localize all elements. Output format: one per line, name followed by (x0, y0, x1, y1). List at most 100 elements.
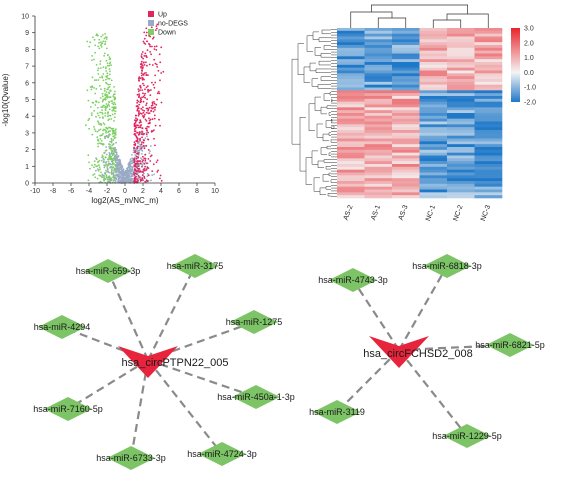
volcano-point (106, 127, 109, 130)
volcano-point (111, 133, 114, 135)
heatmap-cell (364, 36, 393, 40)
heatmap-cell (364, 73, 393, 77)
volcano-point (87, 179, 90, 182)
volcano-point (109, 147, 112, 150)
volcano-point (156, 23, 159, 26)
volcano-point (141, 158, 143, 161)
volcano-point (134, 180, 137, 182)
volcano-point (104, 129, 107, 132)
heatmap-cell (392, 30, 420, 34)
volcano-point (135, 175, 138, 178)
heatmap-cell (474, 178, 503, 182)
volcano-point (101, 42, 104, 44)
volcano-point (141, 171, 144, 173)
volcano-point (87, 99, 90, 102)
heatmap-cell (364, 118, 393, 122)
volcano-point (112, 179, 115, 182)
volcano-point (97, 45, 99, 48)
volcano-point (88, 161, 90, 164)
heatmap-cell (474, 76, 503, 80)
volcano-point (106, 74, 109, 77)
heatmap-cell (392, 96, 420, 100)
heatmap-cell (419, 127, 448, 131)
volcano-point (91, 164, 93, 167)
volcano-y-tick-label: 9 (25, 30, 29, 37)
dendrogram-branch (320, 76, 331, 81)
heatmap-cell (447, 144, 475, 148)
legend-swatch (148, 11, 154, 17)
volcano-point (138, 77, 140, 80)
heatmap-cell (392, 45, 420, 49)
volcano-point (98, 47, 101, 50)
heatmap-cell (447, 115, 475, 119)
volcano-point (136, 93, 139, 96)
volcano-point (138, 163, 141, 166)
volcano-point (97, 145, 100, 148)
volcano-point (103, 164, 105, 167)
volcano-point (112, 95, 115, 97)
heatmap-cell (419, 81, 448, 85)
heatmap-cell (392, 144, 420, 148)
volcano-point (132, 149, 135, 152)
heatmap-cell (474, 59, 503, 63)
volcano-point (88, 117, 91, 120)
heatmap-cell (392, 98, 420, 102)
dendrogram-branch (323, 45, 331, 50)
heatmap-cell (474, 164, 503, 168)
heatmap-cell (474, 141, 503, 145)
heatmap-cell (337, 189, 365, 193)
volcano-point (94, 44, 97, 47)
heatmap-column-label: AS-2 (343, 204, 355, 221)
volcano-point (152, 163, 155, 166)
volcano-point (140, 87, 142, 89)
heatmap-cell (392, 155, 420, 159)
volcano-point (151, 170, 154, 173)
volcano-point (115, 128, 117, 131)
volcano-point (136, 178, 139, 181)
volcano-point (158, 118, 160, 121)
volcano-point (111, 154, 114, 157)
heatmap-cell (419, 59, 448, 63)
volcano-point (115, 151, 117, 154)
volcano-point (149, 150, 151, 153)
heatmap-cell (337, 62, 365, 66)
volcano-point (100, 44, 102, 47)
volcano-point (153, 117, 156, 120)
heatmap-cell (447, 189, 475, 193)
legend-swatch (148, 20, 154, 26)
mirna-node: hsa-miR-1275 (226, 310, 282, 334)
volcano-point (121, 166, 124, 169)
heatmap-cell (447, 152, 475, 156)
heatmap-cell (447, 30, 475, 34)
volcano-point (135, 170, 138, 173)
heatmap-cell (364, 113, 393, 117)
heatmap-cell (337, 90, 365, 94)
volcano-point (114, 133, 117, 136)
heatmap-cell (364, 93, 393, 97)
heatmap-cell (447, 169, 475, 173)
volcano-point (97, 73, 100, 75)
volcano-point (135, 173, 138, 176)
mirna-label: hsa-miR-3119 (309, 407, 365, 417)
volcano-point (99, 116, 101, 119)
volcano-point (106, 72, 109, 75)
heatmap-column-label: AS-3 (398, 204, 410, 221)
volcano-point (99, 142, 101, 145)
heatmap-cell (392, 132, 420, 136)
heatmap-cell (364, 107, 393, 111)
volcano-point (145, 86, 148, 89)
volcano-point (143, 31, 146, 34)
heatmap-cell (474, 62, 503, 66)
mirna-label: hsa-miR-4294 (34, 322, 91, 332)
volcano-x-tick-label: -2 (104, 188, 110, 195)
volcano-point (153, 45, 156, 48)
heatmap-cell (364, 98, 393, 102)
dendrogram-branch (297, 43, 304, 75)
heatmap-cell (419, 130, 448, 134)
volcano-point (114, 103, 117, 106)
volcano-point (147, 131, 150, 134)
volcano-point (138, 167, 140, 170)
volcano-point (137, 107, 140, 109)
volcano-point (106, 158, 109, 161)
